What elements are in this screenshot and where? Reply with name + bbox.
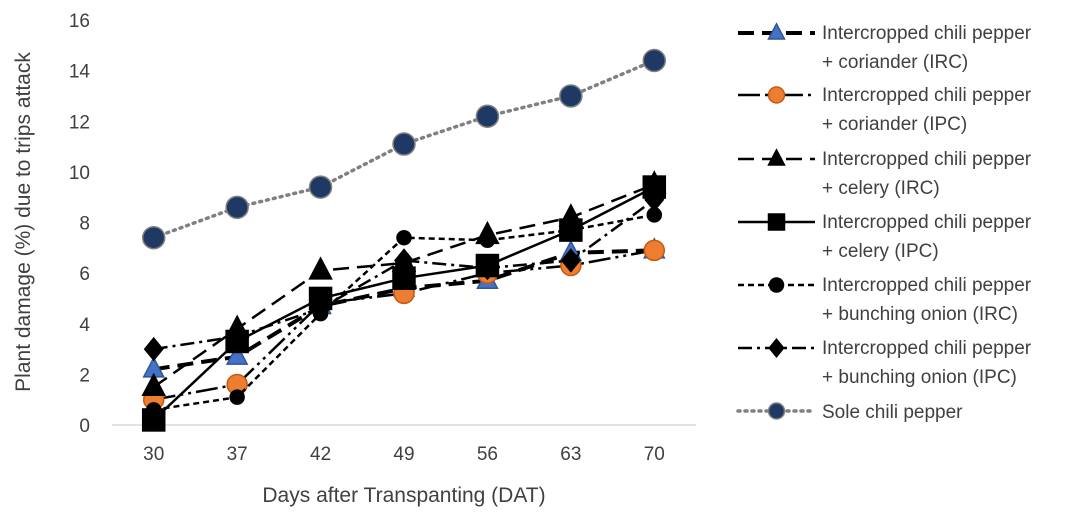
data-point bbox=[227, 324, 248, 349]
y-tick-label: 0 bbox=[79, 416, 90, 437]
y-tick-label: 6 bbox=[79, 264, 90, 285]
data-point bbox=[141, 225, 166, 250]
legend-item: Intercropped chili pepper + bunching onio… bbox=[738, 338, 1032, 388]
legend-label-line1: Intercropped chili pepper bbox=[822, 275, 1032, 296]
data-point bbox=[229, 389, 245, 405]
x-tick-label: 56 bbox=[477, 444, 498, 465]
y-tick-label: 14 bbox=[69, 62, 91, 83]
data-point bbox=[560, 248, 581, 273]
legend-marker bbox=[767, 213, 786, 231]
legend-label-line2: + celery (IPC) bbox=[822, 241, 939, 262]
legend-label-line2: + bunching onion (IPC) bbox=[822, 367, 1017, 388]
y-tick-label: 8 bbox=[79, 214, 90, 235]
series-4 bbox=[145, 207, 663, 418]
series-5 bbox=[143, 187, 665, 362]
legend-item: Intercropped chili pepper + celery (IRC) bbox=[738, 148, 1032, 199]
legend-item: Intercropped chili pepper + celery (IPC) bbox=[738, 212, 1032, 262]
legend-marker bbox=[767, 86, 786, 104]
data-point bbox=[644, 187, 665, 212]
legend-item: Intercropped chili pepper + coriander (IR… bbox=[738, 22, 1032, 73]
data-point bbox=[479, 232, 496, 248]
data-point bbox=[477, 255, 498, 281]
legend: Intercropped chili pepper + coriander (IR… bbox=[736, 22, 1032, 423]
y-tick-label: 12 bbox=[69, 112, 90, 133]
data-point bbox=[475, 104, 500, 128]
legend-label-line2: + bunching onion (IRC) bbox=[822, 304, 1018, 325]
data-point bbox=[394, 248, 414, 273]
data-point bbox=[559, 84, 583, 108]
x-tick-label: 37 bbox=[227, 444, 248, 465]
legend-marker bbox=[767, 22, 786, 40]
legend-label-line1: Intercropped chili pepper bbox=[822, 338, 1032, 359]
legend-label-line1: Intercropped chili pepper bbox=[822, 212, 1032, 233]
y-tick-label: 4 bbox=[79, 315, 90, 336]
legend-label-line1: Intercropped chili pepper bbox=[822, 85, 1032, 106]
legend-label-line2: + coriander (IPC) bbox=[822, 114, 967, 135]
legend-label-line1: Intercropped chili pepper bbox=[822, 23, 1032, 44]
data-point bbox=[141, 372, 166, 397]
legend-item: Sole chili pepper bbox=[736, 402, 963, 423]
y-axis-title: Plant damage (%) due to trips attack bbox=[12, 52, 35, 392]
y-tick-label: 10 bbox=[69, 163, 90, 184]
y-axis-ticks: 0 2 4 6 8 10 12 14 16 bbox=[69, 11, 91, 437]
x-tick-label: 30 bbox=[143, 444, 164, 465]
data-point bbox=[396, 229, 412, 246]
legend-label-line1: Sole chili pepper bbox=[822, 402, 963, 423]
legend-marker bbox=[767, 148, 786, 166]
legend-marker bbox=[768, 338, 785, 358]
data-point bbox=[642, 48, 667, 73]
data-point bbox=[308, 256, 333, 280]
legend-label-line1: Intercropped chili pepper bbox=[822, 149, 1032, 170]
series-6 bbox=[141, 48, 667, 250]
data-point bbox=[392, 132, 416, 156]
data-point bbox=[225, 195, 249, 220]
y-tick-label: 2 bbox=[79, 365, 90, 386]
legend-marker bbox=[768, 277, 785, 293]
x-tick-label: 42 bbox=[310, 444, 331, 465]
legend-item: Intercropped chili pepper + coriander (IP… bbox=[738, 85, 1032, 135]
legend-marker bbox=[767, 402, 786, 420]
series-layer bbox=[141, 48, 667, 432]
data-point bbox=[310, 296, 331, 321]
x-axis-title: Days after Transpanting (DAT) bbox=[262, 484, 545, 507]
x-tick-label: 49 bbox=[393, 444, 414, 465]
legend-label-line2: + coriander (IRC) bbox=[822, 52, 968, 73]
data-point bbox=[643, 239, 666, 262]
legend-label-line2: + celery (IRC) bbox=[822, 178, 940, 199]
data-point bbox=[308, 175, 333, 199]
data-point bbox=[145, 402, 162, 418]
x-axis-ticks: 30 37 42 49 56 63 70 bbox=[143, 444, 665, 465]
data-point bbox=[563, 222, 579, 238]
x-tick-label: 63 bbox=[560, 444, 581, 465]
y-tick-label: 16 bbox=[69, 11, 90, 32]
data-point bbox=[225, 343, 249, 365]
x-tick-label: 70 bbox=[644, 444, 665, 465]
data-point bbox=[143, 336, 164, 362]
legend-item: Intercropped chili pepper + bunching onio… bbox=[738, 275, 1032, 325]
